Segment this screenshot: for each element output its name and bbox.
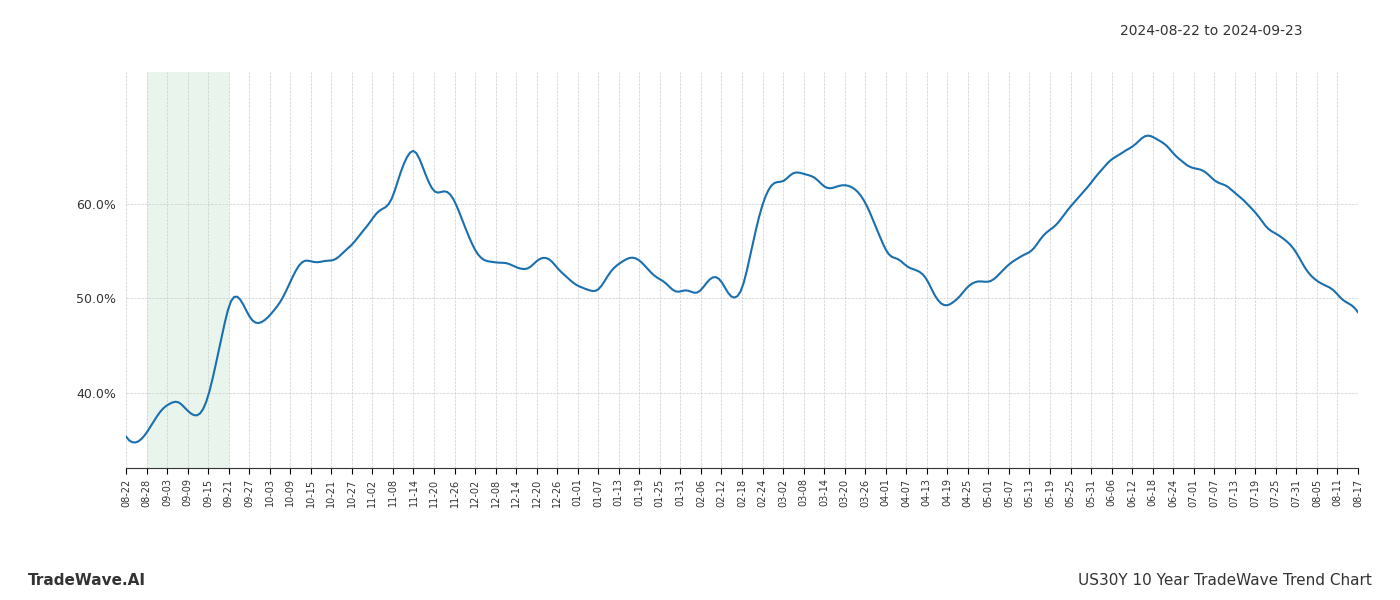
Bar: [147, 72, 228, 468]
Text: TradeWave.AI: TradeWave.AI: [28, 573, 146, 588]
Text: US30Y 10 Year TradeWave Trend Chart: US30Y 10 Year TradeWave Trend Chart: [1078, 573, 1372, 588]
Text: 2024-08-22 to 2024-09-23: 2024-08-22 to 2024-09-23: [1120, 24, 1302, 38]
